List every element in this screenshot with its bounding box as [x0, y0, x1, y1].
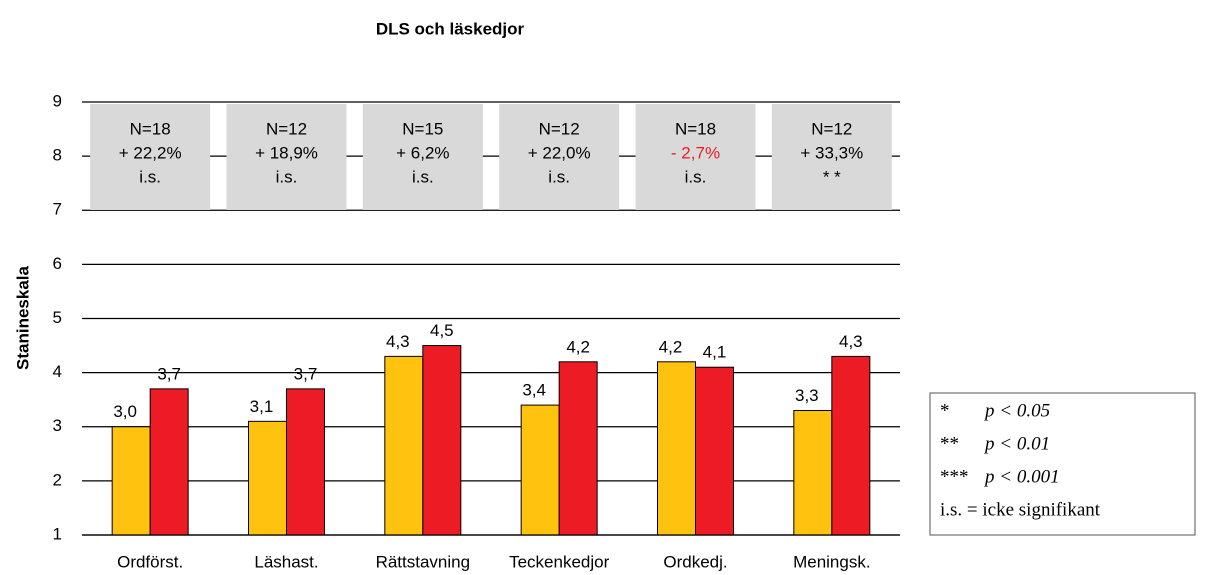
annotation-change: + 22,2%: [119, 143, 182, 162]
y-tick-label: 4: [53, 362, 62, 381]
x-tick-label: Meningsk.: [793, 552, 870, 571]
legend-text: p < 0.001: [983, 466, 1060, 487]
annotation-n: N=12: [811, 119, 852, 138]
y-tick-label: 7: [53, 200, 62, 219]
annotation-significance: i.s.: [685, 167, 707, 186]
bar: [422, 345, 462, 536]
bar: [384, 355, 424, 536]
value-label: 4,5: [430, 321, 454, 340]
x-tick-label: Rättstavning: [376, 552, 471, 571]
annotation-change: - 2,7%: [671, 143, 720, 162]
annotation-change: + 33,3%: [800, 143, 863, 162]
annotation-box: [499, 104, 620, 210]
legend-symbol: *: [940, 400, 950, 421]
legend-text: i.s. = icke signifikant: [940, 499, 1101, 520]
annotation-significance: * *: [823, 167, 841, 186]
x-tick-label: Ordkedj.: [663, 552, 727, 571]
legend-box: [929, 392, 1196, 536]
bar: [831, 355, 871, 536]
bar: [520, 404, 560, 536]
bar: [793, 410, 833, 536]
legend-text: p < 0.01: [983, 433, 1050, 454]
x-tick-label: Teckenkedjor: [509, 552, 610, 571]
annotation-box: [635, 104, 756, 210]
y-tick-label: 5: [53, 308, 62, 327]
y-tick-label: 3: [53, 416, 62, 435]
x-tick-label: Ordförst.: [117, 552, 183, 571]
annotation-n: N=12: [539, 119, 580, 138]
annotation-significance: i.s.: [139, 167, 161, 186]
annotation-box: [771, 104, 892, 210]
bar: [286, 388, 325, 536]
bar: [657, 361, 696, 536]
annotation-box: [90, 104, 211, 210]
value-label: 3,0: [113, 402, 137, 421]
legend-text: p < 0.05: [983, 400, 1050, 421]
annotation-n: N=12: [266, 119, 307, 138]
y-tick-label: 6: [53, 254, 62, 273]
value-label: 4,3: [386, 332, 410, 351]
value-label: 3,4: [522, 381, 546, 400]
annotation-n: N=18: [675, 119, 716, 138]
bar: [149, 388, 189, 536]
annotation-box: [362, 104, 483, 210]
bar: [248, 420, 287, 536]
annotation-n: N=18: [130, 119, 171, 138]
y-tick-label: 9: [53, 91, 62, 110]
value-label: 4,3: [839, 332, 863, 351]
annotation-significance: i.s.: [548, 167, 570, 186]
y-axis-label: Stanineskala: [13, 265, 32, 369]
legend-symbol: ***: [940, 466, 969, 487]
chart-title: DLS och läskedjor: [376, 19, 525, 38]
annotation-box: [226, 104, 347, 210]
legend-symbol: **: [940, 433, 959, 454]
value-label: 3,7: [294, 364, 318, 383]
x-tick-label: Läshast.: [254, 552, 318, 571]
annotation-change: + 18,9%: [255, 143, 318, 162]
annotation-change: + 6,2%: [396, 143, 449, 162]
y-tick-label: 8: [53, 146, 62, 165]
value-label: 3,3: [795, 386, 819, 405]
value-label: 4,1: [703, 343, 727, 362]
y-tick-label: 1: [53, 524, 62, 543]
annotation-change: + 22,0%: [528, 143, 591, 162]
bar: [111, 426, 151, 536]
value-label: 3,1: [250, 397, 274, 416]
annotation-significance: i.s.: [412, 167, 434, 186]
value-label: 3,7: [157, 364, 181, 383]
annotation-significance: i.s.: [276, 167, 298, 186]
bar: [695, 366, 734, 536]
y-tick-label: 2: [53, 470, 62, 489]
value-label: 4,2: [659, 337, 683, 356]
bar: [558, 361, 598, 536]
value-label: 4,2: [566, 337, 590, 356]
annotation-n: N=15: [402, 119, 443, 138]
